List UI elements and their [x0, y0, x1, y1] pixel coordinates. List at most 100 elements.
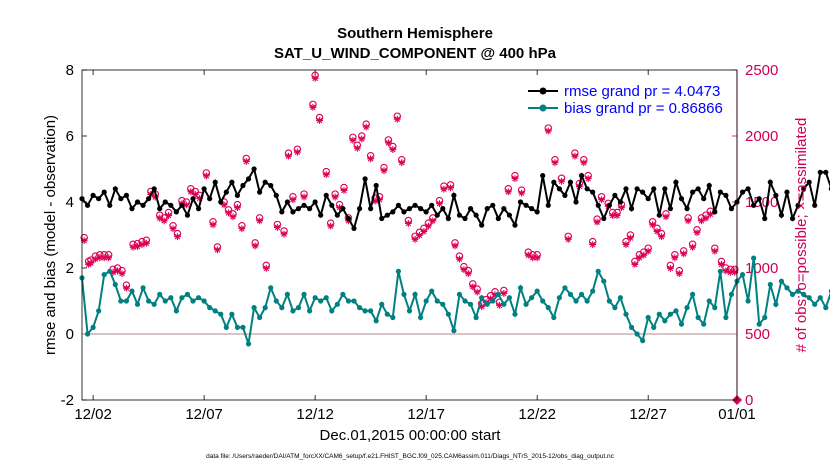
obs-assimilated-marker [698, 217, 705, 225]
bias-point [151, 301, 157, 307]
obs-assimilated-marker [411, 235, 419, 243]
rmse-point [584, 186, 590, 192]
rmse-point [634, 186, 640, 192]
bias-point [312, 295, 318, 301]
bias-point [762, 314, 768, 321]
obs-assimilated-marker [156, 214, 164, 222]
rmse-point [390, 209, 396, 215]
legend: rmse grand pr = 4.0473 bias grand pr = 0… [524, 78, 734, 120]
obs-assimilated-marker [362, 123, 370, 131]
obs-assimilated-marker [491, 291, 499, 299]
bias-point [695, 314, 701, 321]
rmse-point [146, 196, 152, 202]
bias-point [645, 314, 651, 321]
rmse-point [667, 206, 673, 212]
obs-assimilated-marker [285, 152, 292, 160]
bias-point [146, 298, 152, 304]
bias-point [801, 291, 807, 297]
bias-point [129, 288, 135, 294]
y-tick-label: 8 [66, 62, 74, 79]
obs-assimilated-marker [436, 200, 443, 208]
rmse-point [162, 199, 168, 205]
obs-assimilated-marker [675, 270, 683, 278]
rmse-point [140, 202, 146, 208]
bias-point [812, 301, 818, 307]
bias-point [179, 295, 185, 301]
rmse-point [312, 199, 318, 205]
rmse-point [523, 202, 529, 208]
rmse-point [745, 186, 751, 192]
rmse-point [484, 206, 490, 212]
rmse-point [656, 212, 662, 218]
obs-assimilated-marker [209, 221, 217, 229]
obs-assimilated-marker [496, 301, 503, 309]
obs-assimilated-marker [558, 177, 565, 185]
obs-assimilated-marker [622, 241, 630, 248]
rmse-point [456, 212, 463, 218]
bias-point [329, 308, 335, 314]
bias-point [534, 288, 540, 294]
rmse-point [767, 179, 773, 185]
obs-assimilated-marker [533, 254, 541, 262]
bias-point [823, 305, 829, 311]
rmse-point [273, 192, 279, 198]
obs-assimilated-marker [389, 146, 397, 153]
bias-point [462, 298, 468, 304]
obs-assimilated-marker [726, 268, 734, 276]
bias-point [523, 301, 529, 307]
obs-assimilated-marker [504, 188, 512, 196]
bias-point [123, 298, 130, 304]
bias-point [201, 298, 207, 304]
bias-point [701, 321, 707, 327]
rmse-point [134, 199, 141, 205]
rmse-point [112, 186, 118, 192]
rmse-point [556, 186, 562, 192]
bias-point [717, 268, 723, 274]
obs-assimilated-marker [151, 193, 159, 201]
y2-tick-label: 2000 [745, 128, 778, 145]
bias-point [168, 295, 174, 301]
bias-point [356, 305, 363, 311]
rmse-point [723, 192, 729, 198]
rmse-point [368, 206, 374, 212]
obs-assimilated-marker [644, 247, 652, 255]
bias-point [606, 298, 612, 304]
y2-tick-label: 500 [745, 326, 770, 343]
y-axis-label: rmse and bias (model - observation) [42, 115, 59, 355]
rmse-point [823, 169, 829, 175]
rmse-point [689, 189, 696, 195]
x-tick-label: 01/01 [718, 406, 756, 423]
obs-assimilated-marker [447, 184, 454, 192]
obs-assimilated-marker [367, 155, 375, 163]
rmse-point [351, 225, 357, 231]
bias-point [767, 281, 773, 288]
rmse-point [662, 186, 668, 192]
obs-assimilated-marker [96, 254, 104, 262]
bias-point [784, 285, 790, 291]
bias-point [617, 295, 624, 301]
bias-point [107, 268, 113, 274]
bias-point [651, 324, 657, 330]
rmse-point [379, 215, 385, 222]
bias-point [96, 308, 102, 314]
bias-point [739, 272, 746, 278]
y2-tick-label: 2500 [745, 62, 778, 79]
bias-point [418, 314, 424, 321]
rmse-point [706, 182, 712, 189]
bias-point [345, 298, 352, 304]
obs-assimilated-marker [118, 270, 126, 278]
obs-assimilated-marker [589, 241, 597, 248]
obs-assimilated-marker [169, 225, 177, 233]
bias-point [623, 311, 629, 317]
rmse-point [90, 192, 96, 198]
obs-assimilated-marker [640, 251, 648, 259]
bias-point [218, 311, 224, 317]
legend-bias-label: bias grand pr = 0.86866 [564, 100, 723, 117]
bias-point [551, 314, 557, 321]
bias-point [362, 308, 368, 314]
rmse-point [306, 206, 313, 212]
rmse-point [240, 182, 246, 189]
obs-assimilated-marker [160, 217, 168, 225]
y-tick-label: 4 [66, 194, 74, 211]
obs-assimilated-marker [229, 213, 237, 221]
